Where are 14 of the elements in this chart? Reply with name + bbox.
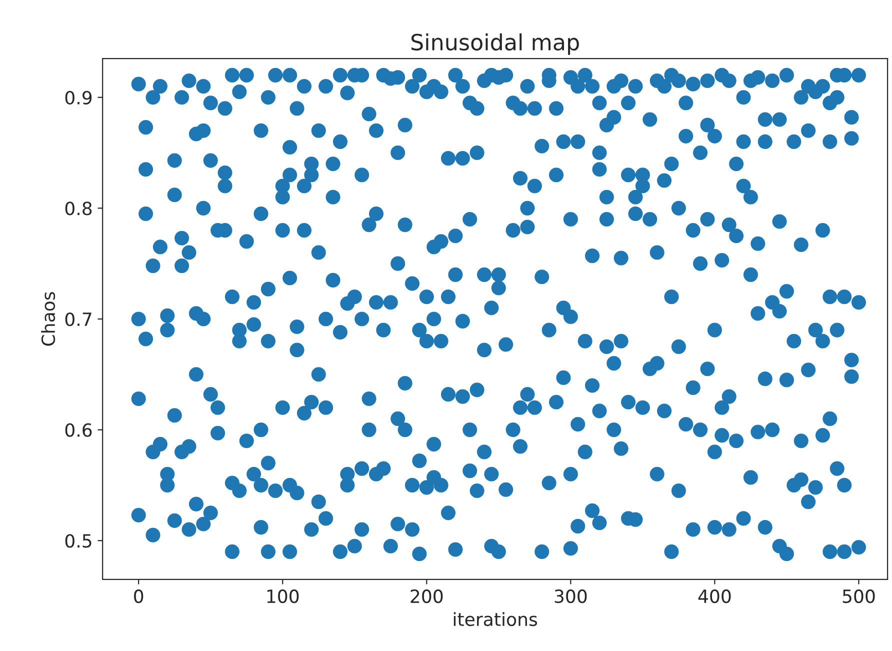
y-tick-label: 0.5 <box>65 534 92 548</box>
y-tick-label: 0.8 <box>65 202 92 216</box>
y-tick-label: 0.7 <box>65 312 92 326</box>
x-tick-label: 500 <box>842 589 875 604</box>
chart-title: Sinusoidal map <box>411 33 579 55</box>
y-tick-label: 0.6 <box>65 423 92 437</box>
y-tick-label: 0.9 <box>65 90 92 104</box>
y-axis-title: Chaos <box>41 292 56 346</box>
x-tick-label: 400 <box>698 589 731 604</box>
x-tick-label: 200 <box>410 589 443 604</box>
x-tick-label: 300 <box>554 589 587 604</box>
x-axis-title: iterations <box>454 612 538 626</box>
x-tick-label: 0 <box>134 589 144 604</box>
x-tick-label: 100 <box>267 589 299 604</box>
